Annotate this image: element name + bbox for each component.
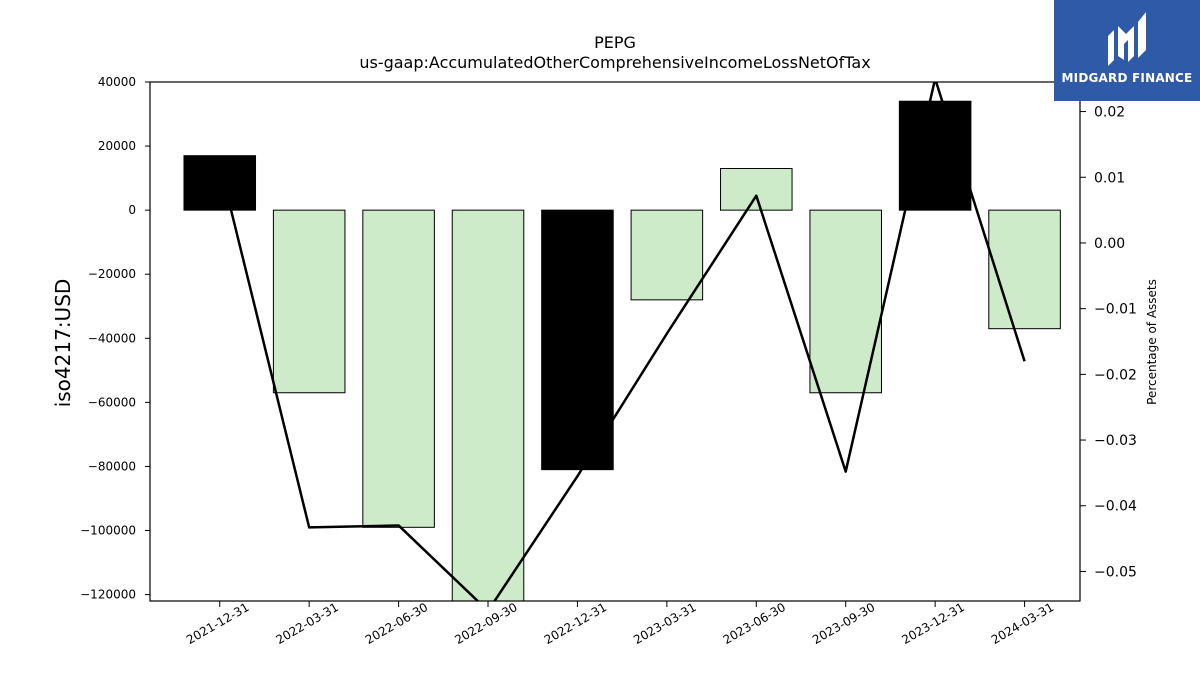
x-tick-label: 2023-09-30 xyxy=(810,600,877,647)
bar-2023-06-30 xyxy=(720,168,793,211)
chart-subtitle: us-gaap:AccumulatedOtherComprehensiveInc… xyxy=(359,53,870,72)
bars-group xyxy=(183,100,1061,601)
x-tick-label: 2022-12-31 xyxy=(542,600,609,647)
bar-2022-09-30 xyxy=(451,209,525,601)
x-tick-label: 2023-06-30 xyxy=(721,600,788,647)
y-tick-label: −80000 xyxy=(88,459,136,473)
y2-tick-label: −0.03 xyxy=(1094,433,1137,449)
bar-2023-03-31 xyxy=(630,209,704,301)
x-tick-label: 2023-12-31 xyxy=(899,600,966,647)
chart-title: PEPG xyxy=(594,33,636,52)
midgard-logo-icon xyxy=(1108,12,1146,66)
y2-tick-label: 0.02 xyxy=(1094,105,1125,121)
bar-2022-03-31 xyxy=(272,209,346,394)
logo-text: MIDGARD FINANCE xyxy=(1061,71,1193,85)
plot-frame xyxy=(149,81,1081,602)
x-tick-label: 2022-09-30 xyxy=(452,600,519,647)
x-tick-label: 2024-03-31 xyxy=(989,600,1056,647)
x-tick-label: 2021-12-31 xyxy=(184,600,251,647)
y2-tick-label: −0.05 xyxy=(1094,564,1137,580)
y-axis-label: iso4217:USD xyxy=(51,279,75,408)
bar-2021-12-31 xyxy=(183,155,257,211)
y2-tick-label: 0.01 xyxy=(1094,170,1125,186)
bar-2022-06-30 xyxy=(362,209,435,528)
x-tick-label: 2023-03-31 xyxy=(631,600,698,647)
y2-tick-label: −0.01 xyxy=(1094,302,1137,318)
y-tick-label: −40000 xyxy=(88,331,136,345)
y-tick-label: −120000 xyxy=(80,588,136,602)
y-tick-label: 40000 xyxy=(98,75,136,89)
line-group xyxy=(218,82,1026,601)
y2-tick-label: 0.00 xyxy=(1094,236,1125,252)
y-tick-label: −20000 xyxy=(88,267,136,281)
x-tick-label: 2022-03-31 xyxy=(273,600,340,647)
y-tick-label: 0 xyxy=(128,203,136,217)
y2-tick-label: −0.02 xyxy=(1094,367,1137,383)
y-tick-label: −60000 xyxy=(88,395,136,409)
y-tick-label: 20000 xyxy=(98,139,136,153)
x-tick-label: 2022-06-30 xyxy=(363,600,430,647)
y2-tick-label: −0.04 xyxy=(1094,499,1137,515)
y2-axis-label: Percentage of Assets xyxy=(1145,279,1159,405)
y-tick-label: −100000 xyxy=(80,524,136,538)
bar-2024-03-31 xyxy=(988,209,1061,330)
brand-logo: MIDGARD FINANCE xyxy=(1054,0,1200,101)
bar-2022-12-31 xyxy=(541,209,614,471)
line-series-percentage-of-assets xyxy=(218,82,1026,601)
